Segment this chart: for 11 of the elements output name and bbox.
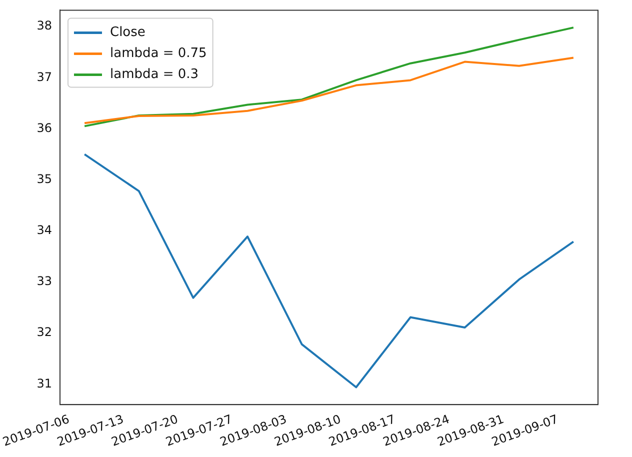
y-tick-label: 34 [36,223,52,238]
y-tick-label: 35 [36,172,52,186]
y-tick-label: 36 [36,120,52,135]
y-tick-label: 37 [36,70,52,84]
y-tick-label: 31 [36,376,52,390]
legend-label: lambda = 0.75 [110,46,207,62]
legend-label: Close [110,25,146,40]
y-tick-label: 32 [36,325,52,340]
legend-label: lambda = 0.3 [110,67,199,82]
y-tick-label: 33 [36,274,52,288]
y-tick-label: 38 [36,18,52,33]
